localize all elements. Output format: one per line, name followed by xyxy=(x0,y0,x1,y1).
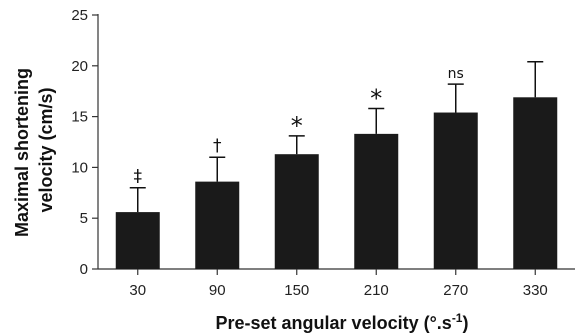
y-tick-label: 10 xyxy=(71,159,88,176)
y-tick-label: 15 xyxy=(71,109,88,126)
x-tick-label: 270 xyxy=(443,282,468,299)
x-tick-label: 330 xyxy=(523,282,548,299)
significance-annotations: ‡ † * * ns xyxy=(134,66,464,187)
bar-330 xyxy=(513,97,558,270)
x-axis-title: Pre-set angular velocity (°.s-1) xyxy=(216,311,469,333)
y-axis-title-line-1: Maximal shortening xyxy=(12,68,32,237)
error-bars xyxy=(129,60,544,213)
y-tick-label: 20 xyxy=(71,58,88,75)
significance-mark: † xyxy=(213,136,222,156)
significance-mark: ns xyxy=(448,66,464,82)
significance-mark: * xyxy=(370,84,382,112)
x-tick-label: 210 xyxy=(364,282,389,299)
y-axis-title: Maximal shortening velocity (cm/s) xyxy=(12,63,56,237)
x-tick-label: 90 xyxy=(209,282,226,299)
bar-270 xyxy=(433,112,478,269)
bar-150 xyxy=(274,154,319,269)
bar-210 xyxy=(354,133,399,269)
significance-mark: ‡ xyxy=(134,167,143,187)
x-tick-label: 30 xyxy=(129,282,146,299)
bar-90 xyxy=(195,181,240,269)
bar-30 xyxy=(115,212,160,269)
y-tick-label: 25 xyxy=(71,7,88,24)
significance-mark: * xyxy=(291,112,303,140)
y-axis-title-line-2: velocity (cm/s) xyxy=(36,87,56,212)
tick-labels: 0 5 10 15 20 25 30 90 150 210 270 330 xyxy=(71,7,547,299)
axes xyxy=(92,14,575,275)
y-tick-label: 5 xyxy=(80,210,88,227)
bars xyxy=(115,97,558,270)
x-axis-title-exponent: -1 xyxy=(452,311,463,325)
y-tick-label: 0 xyxy=(80,261,88,278)
x-tick-label: 150 xyxy=(284,282,309,299)
